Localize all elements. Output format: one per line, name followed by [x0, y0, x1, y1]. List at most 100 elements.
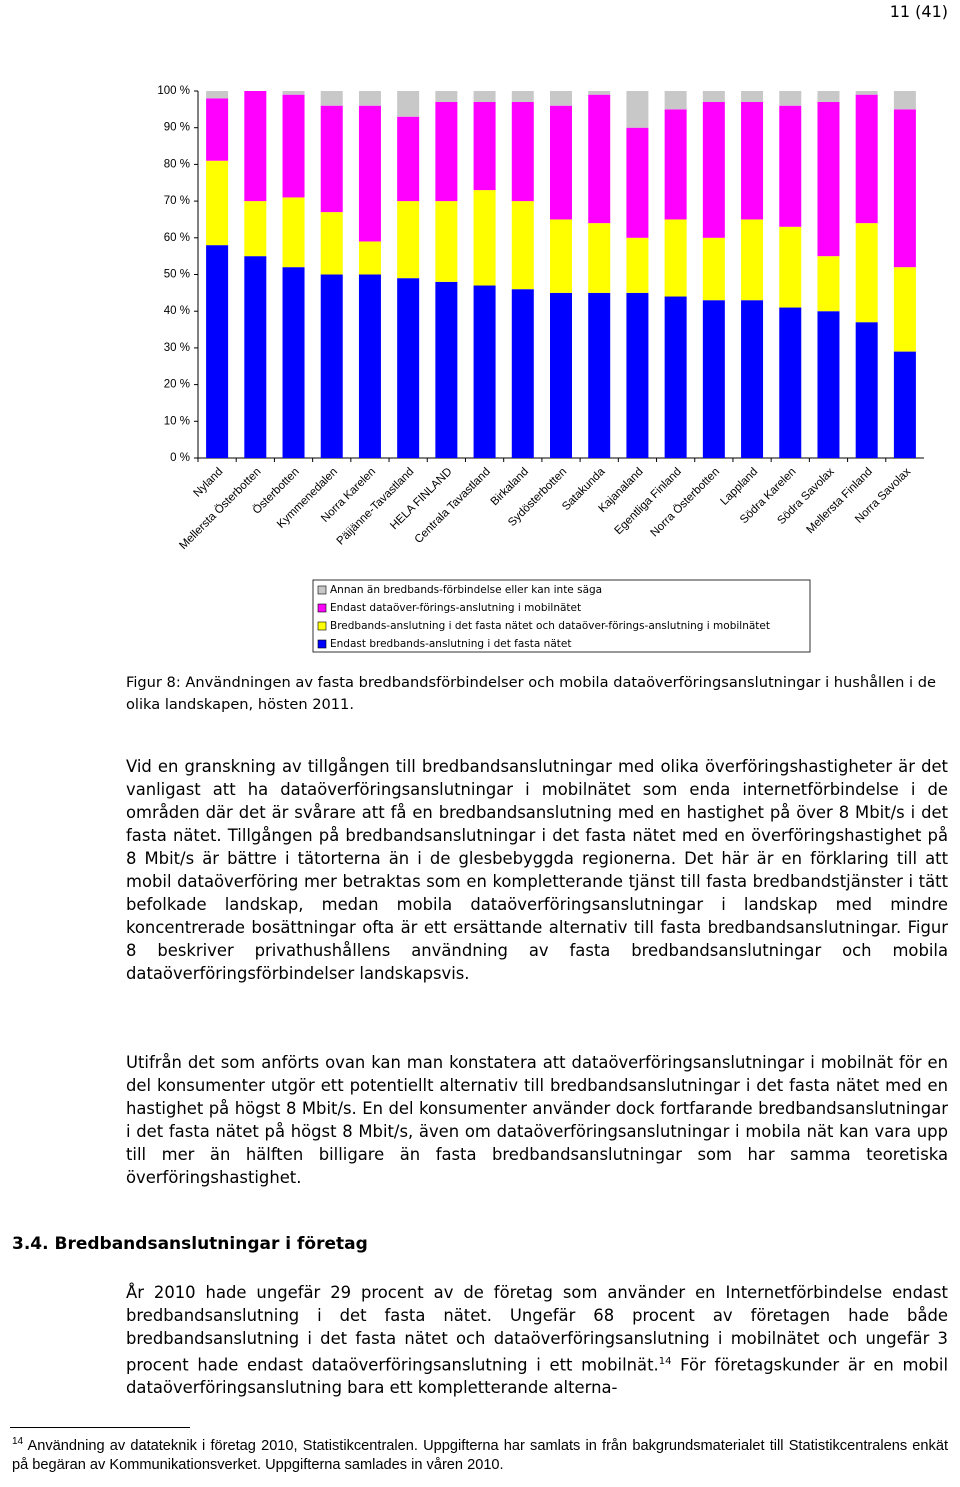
bar-segment [664, 109, 687, 220]
bar-segment [206, 98, 229, 161]
y-tick-label: 90 % [164, 122, 190, 134]
bar-segment [817, 256, 840, 312]
bar-segment [358, 105, 381, 242]
bar-segment [779, 307, 802, 458]
bar-segment [473, 91, 496, 103]
paragraph: Vid en granskning av tillgången till bre… [126, 757, 948, 983]
legend-label: Endast bredbands-anslutning i det fasta … [330, 638, 571, 650]
y-tick-label: 80 % [164, 158, 190, 170]
bar-segment [435, 102, 458, 202]
y-tick-label: 60 % [164, 232, 190, 244]
x-tick-label: Norra Österbotten [649, 466, 723, 540]
page-number: 11 (41) [889, 2, 948, 21]
footnote: 14 Användning av datateknik i företag 20… [12, 1432, 948, 1475]
bar-segment [358, 241, 381, 275]
bar-segment [244, 201, 267, 257]
bar-segment [741, 300, 764, 458]
bar-segment [626, 237, 649, 293]
bar-segment [397, 116, 420, 202]
bar-segment [244, 256, 267, 458]
bar-segment [244, 91, 267, 202]
bar-segment [282, 94, 305, 198]
x-tick-label: Centrala Tavastland [413, 466, 493, 546]
bar-segment [397, 91, 420, 117]
bar-segment [855, 322, 878, 458]
y-tick-label: 100 % [157, 85, 190, 97]
bar-segment [320, 274, 343, 458]
bar-segment [511, 91, 534, 103]
bar-segment [550, 91, 572, 106]
bar-segment [626, 127, 649, 238]
section-heading: 3.4. Bredbandsanslutningar i företag [12, 1234, 368, 1254]
y-tick-label: 20 % [164, 379, 190, 391]
bar-segment [702, 300, 725, 458]
bar-segment [779, 91, 802, 106]
y-tick-label: 30 % [164, 342, 190, 354]
y-tick-label: 70 % [164, 195, 190, 207]
bar-segment [397, 201, 420, 279]
bar-segment [664, 91, 687, 110]
bar-segment [626, 91, 649, 128]
paragraph: År 2010 hade ungefär 29 procent av de fö… [126, 1281, 948, 1399]
bar-segment [855, 91, 878, 95]
bar-segment [358, 274, 381, 458]
bar-segment [588, 94, 611, 224]
bar-segment [511, 289, 534, 458]
bar-segment [282, 197, 305, 268]
bar-segment [282, 91, 305, 95]
x-tick-label: Mellersta Finland [805, 466, 875, 536]
bar-segment [626, 292, 649, 458]
y-tick-label: 50 % [164, 269, 190, 281]
legend-swatch [317, 621, 327, 631]
bar-segment [473, 285, 496, 458]
bar-segment [855, 94, 878, 224]
legend-swatch [317, 585, 327, 595]
bar-segment [779, 226, 802, 308]
footnote-ref: 14 [658, 1356, 672, 1367]
bar-segment [435, 91, 458, 103]
x-tick-label: Nyland [192, 466, 226, 500]
text: År 2010 hade ungefär 29 procent av de fö… [126, 1283, 948, 1375]
bar-segment [702, 91, 725, 103]
bar-segment [473, 102, 496, 191]
y-tick-label: 40 % [164, 305, 190, 317]
legend-label: Endast dataöver-förings-anslutning i mob… [330, 602, 581, 614]
bar-segment [893, 267, 916, 352]
footnote-text: Användning av datateknik i företag 2010,… [12, 1437, 948, 1473]
chart: 0 % 10 % 20 % 30 % 40 % 50 % 60 % 70 % 80 % 90 % 1… [157, 85, 924, 653]
bar-segment [206, 91, 229, 99]
bar-segment [664, 219, 687, 297]
bar-segment [511, 102, 534, 202]
bar-segment [511, 201, 534, 290]
bar-segment [817, 311, 840, 458]
bar-segment [893, 109, 916, 268]
paragraph: Utifrån det som anförts ovan kan man kon… [126, 1053, 948, 1187]
bar-segment [320, 212, 343, 275]
bar-segment [664, 296, 687, 458]
bar-segment [741, 102, 764, 220]
bar-segment [206, 245, 229, 458]
legend-swatch [317, 603, 327, 613]
footnote-number: 14 [12, 1436, 24, 1447]
bar-segment [320, 91, 343, 106]
bar-segment [282, 267, 305, 458]
bar-segment [320, 105, 343, 213]
legend-box [312, 579, 811, 653]
y-tick-label: 0 % [170, 452, 190, 464]
bar-segment [550, 292, 572, 458]
bar-segment [893, 351, 916, 458]
bar-segment [550, 219, 572, 293]
bar-segment [588, 91, 611, 95]
bar-segment [550, 105, 572, 220]
y-tick-label: 10 % [164, 415, 190, 427]
bar-segment [817, 91, 840, 103]
bar-segment [358, 91, 381, 106]
bar-segment [855, 223, 878, 323]
figure-caption: Figur 8: Användningen av fasta bredbands… [126, 674, 936, 713]
bar-segment [779, 105, 802, 227]
legend-swatch [317, 639, 327, 649]
text: För företagskunder är en mobil dataöverf… [126, 1355, 949, 1398]
bar-segment [435, 201, 458, 282]
bar-segment [702, 237, 725, 301]
